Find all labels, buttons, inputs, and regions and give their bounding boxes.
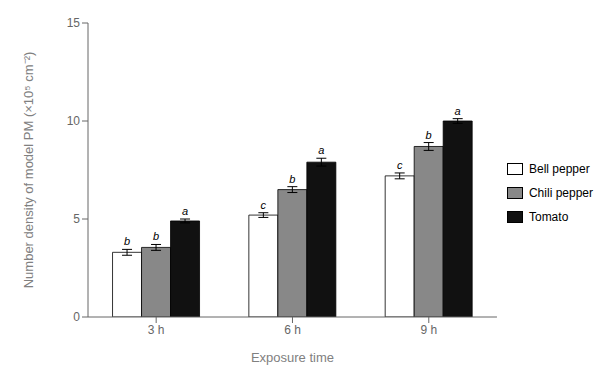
svg-text:6 h: 6 h (284, 323, 301, 337)
svg-text:Number density of model PM (×1: Number density of model PM (×10⁵ cm⁻²) (21, 52, 36, 289)
svg-text:10: 10 (67, 114, 81, 128)
svg-text:b: b (124, 235, 130, 247)
svg-text:c: c (397, 159, 403, 171)
svg-text:15: 15 (67, 16, 81, 30)
svg-text:c: c (261, 199, 267, 211)
svg-text:a: a (318, 144, 324, 156)
svg-text:a: a (182, 205, 188, 217)
svg-text:b: b (426, 129, 432, 141)
svg-text:b: b (153, 230, 159, 242)
svg-text:3 h: 3 h (148, 323, 165, 337)
svg-text:5: 5 (73, 212, 80, 226)
html-text:Bell pepper: Bell pepper (529, 161, 590, 176)
svg-text:a: a (455, 105, 461, 117)
html-text:Tomato: Tomato (529, 209, 569, 224)
svg-text:b: b (289, 173, 295, 185)
html-text:Chili pepper: Chili pepper (529, 185, 593, 200)
svg-text:Exposure time: Exposure time (251, 350, 334, 365)
svg-text:9 h: 9 h (420, 323, 437, 337)
svg-text:0: 0 (73, 310, 80, 324)
